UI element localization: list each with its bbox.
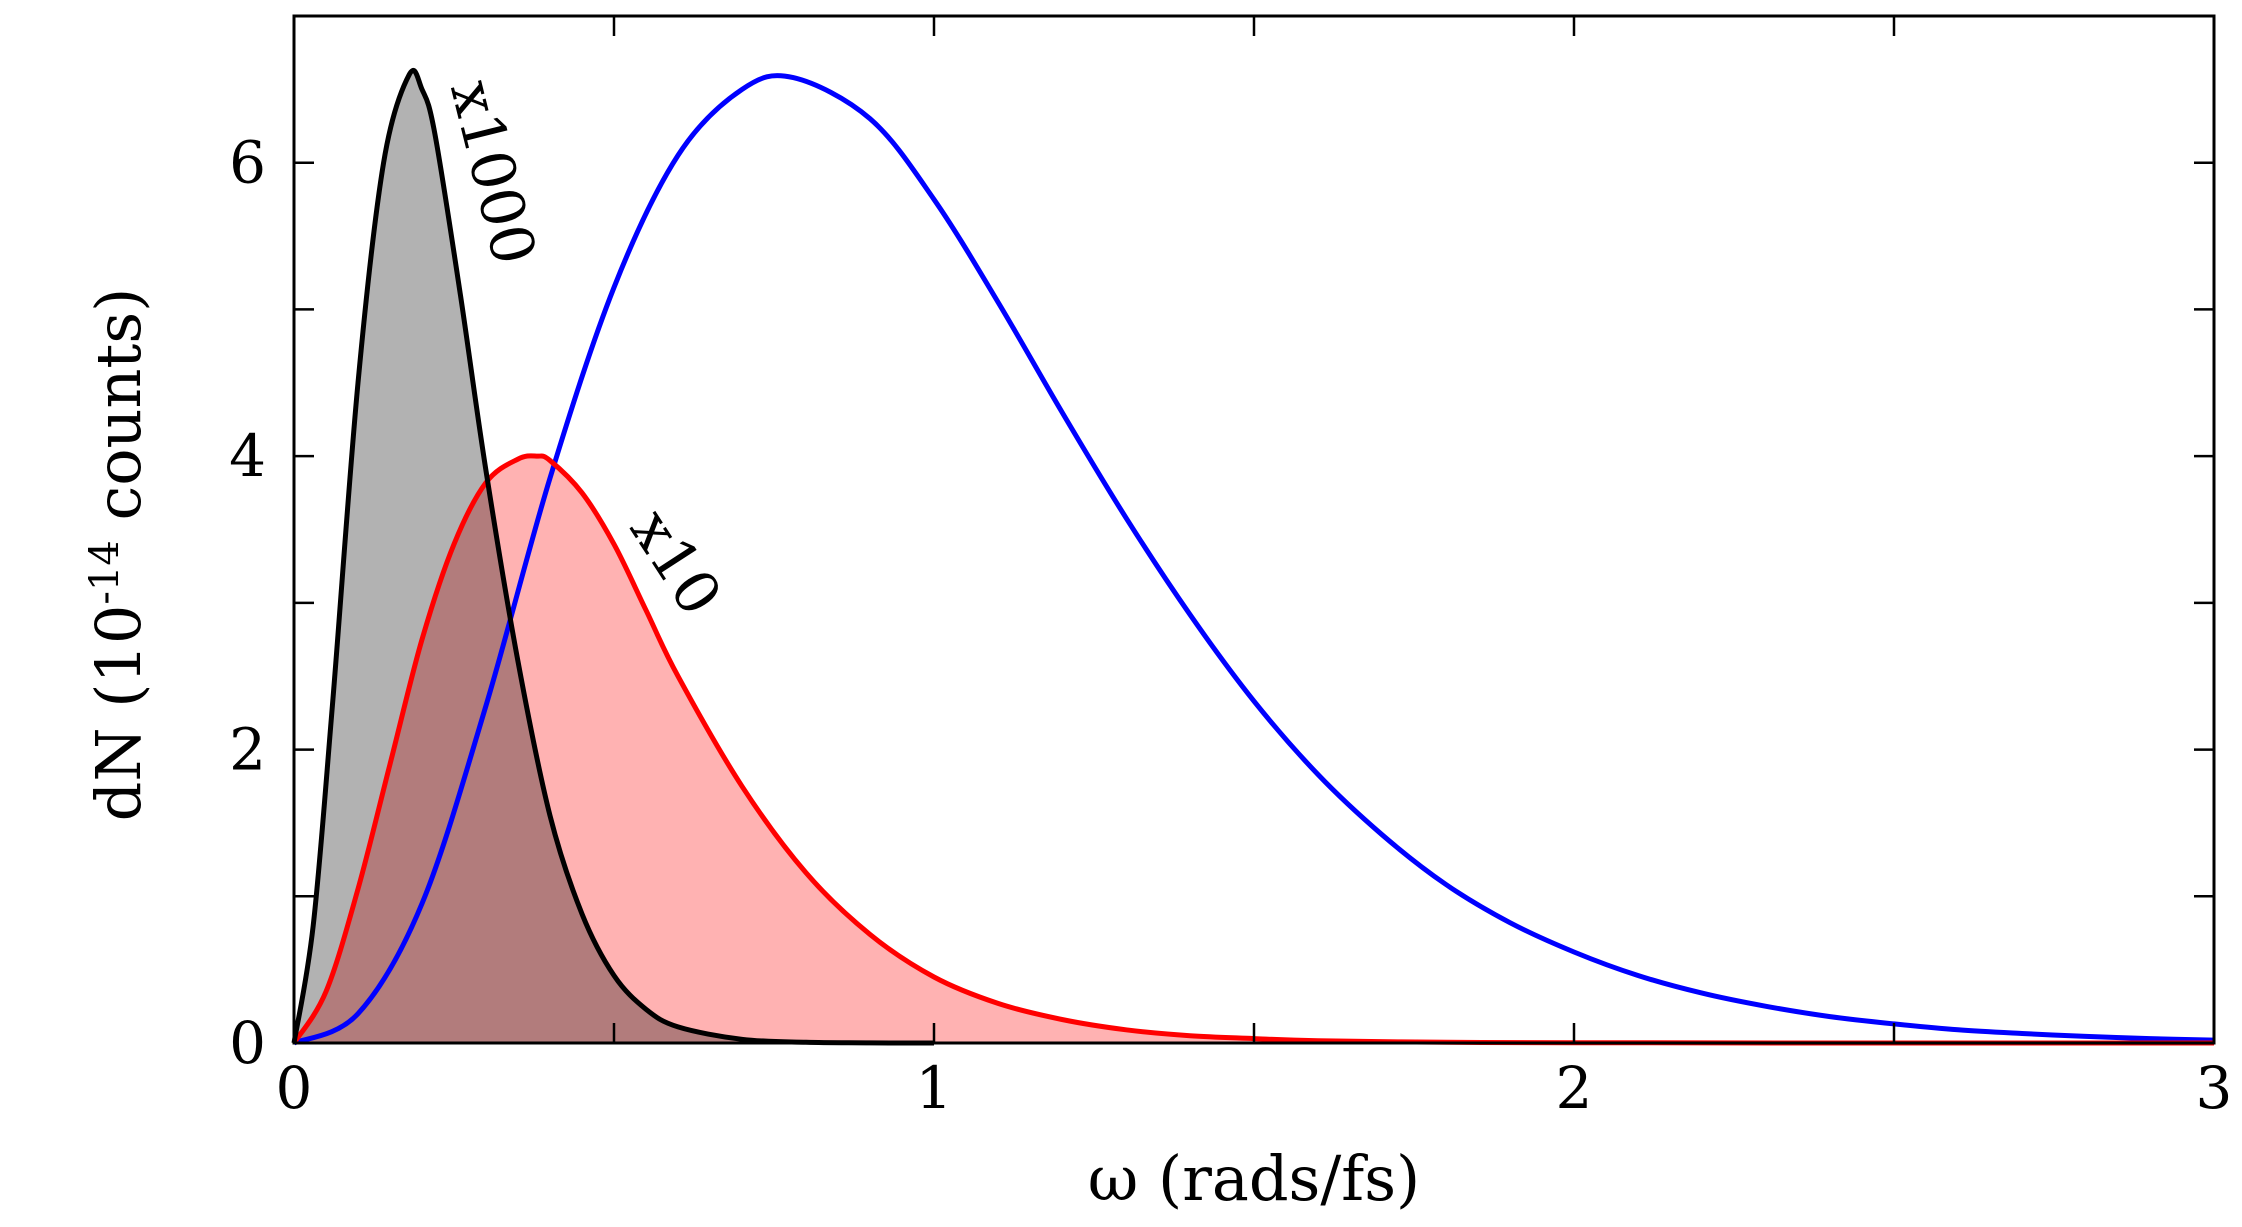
y-axis-label-exponent: -14 <box>82 540 128 604</box>
y-axis-label: dN (10-14 counts) <box>82 288 155 822</box>
series-red-area <box>294 455 2214 1044</box>
x-tick-label: 1 <box>916 1054 953 1122</box>
x-tick-label: 3 <box>2196 1054 2233 1122</box>
series-blue-line <box>292 73 2215 1046</box>
y-axis-label-tail: counts) <box>82 288 155 541</box>
y-tick-label: 0 <box>229 1009 266 1077</box>
x-tick-label: 2 <box>1556 1054 1593 1122</box>
axis-ticks <box>292 16 2216 1045</box>
y-tick-label: 6 <box>229 129 266 197</box>
axis-tick-labels: 0 1 2 3 0 2 4 6 <box>229 129 2232 1122</box>
x-tick-label: 0 <box>276 1054 313 1122</box>
y-tick-label: 2 <box>229 716 266 784</box>
series-black-line <box>291 67 935 1046</box>
x-axis-label: ω (rads/fs) <box>1088 1142 1420 1215</box>
y-tick-label: 4 <box>229 422 266 490</box>
series-black-area <box>294 70 934 1044</box>
series-fills <box>294 70 2214 1044</box>
y-axis-label-main: dN (10 <box>82 605 155 822</box>
